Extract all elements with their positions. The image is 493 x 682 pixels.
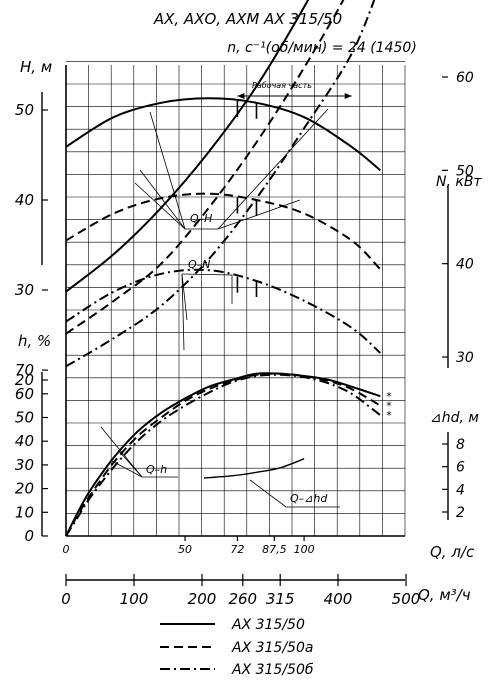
qn-leader (181, 273, 185, 351)
eta-tick-label: 20 (15, 480, 34, 498)
eta-tick-label: 50 (15, 409, 34, 427)
eta-tick-label: 70 (15, 361, 34, 379)
q-m3h-tick-label: 500 (392, 590, 421, 608)
eta-end-marker: * (386, 400, 392, 413)
n-axis-label: N, кВт (436, 174, 482, 190)
h-tick-label: 50 (15, 101, 34, 119)
h-tick-label: 30 (15, 281, 34, 299)
n-tick-label: 40 (456, 257, 474, 273)
qh-curve (65, 97, 381, 172)
qh-curve-label: Q–H (190, 212, 212, 225)
legend: АХ 315/50 АХ 315/50а АХ 315/50б (160, 617, 314, 678)
qh-leader (139, 169, 186, 230)
qh-curve (65, 192, 382, 271)
qn-leader (181, 273, 188, 321)
chart-ticks: 2030405001020304050607030405060708090246… (15, 70, 474, 608)
q-ls-tick-label: 100 (294, 543, 315, 556)
qh-leader (134, 182, 186, 230)
eta-tick-label: 60 (15, 385, 34, 403)
hd-tick-label: 6 (456, 460, 465, 476)
eta-axis-label: h, % (18, 332, 51, 350)
qeta-leader (109, 459, 143, 478)
hd-tick-label: 2 (456, 505, 465, 521)
q-m3h-axis-label: Q, м³/ч (418, 586, 471, 604)
qn-curve (65, 0, 310, 293)
qeta-curve (65, 373, 381, 537)
h-axis-label: H, м (20, 58, 52, 76)
qhd-curve (204, 458, 305, 479)
eta-end-marker: * (386, 409, 392, 422)
n-tick-label: 30 (456, 350, 474, 366)
hd-tick-label: 4 (456, 482, 465, 498)
n-tick-label: 60 (456, 70, 474, 86)
qeta-curve (65, 372, 381, 537)
h-tick-label: 20 (15, 371, 34, 389)
legend-label-3: АХ 315/50б (231, 662, 314, 678)
qhd-curve-label: Q–⊿hd (290, 492, 328, 505)
hd-tick-label: 8 (456, 437, 465, 453)
q-m3h-tick-label: 100 (120, 590, 149, 608)
q-m3h-tick-label: 260 (228, 590, 257, 608)
eta-tick-label: 10 (15, 503, 34, 521)
eta-tick-label: 30 (15, 456, 34, 474)
q-m3h-tick-label: 200 (188, 590, 217, 608)
qh-leader (217, 108, 329, 230)
q-ls-tick-label: 50 (178, 543, 192, 556)
q-ls-axis-label: Q, л/с (430, 543, 475, 561)
chart-curves: ****** (65, 0, 392, 537)
q-m3h-tick-label: 0 (61, 590, 71, 608)
qeta-curve-label: Q–h (146, 463, 167, 476)
chart-title: АХ, АХО, АХМ АХ 315/50 (153, 10, 342, 28)
qeta-curve (65, 372, 381, 537)
q-m3h-tick-label: 400 (324, 590, 353, 608)
chart-axes (41, 65, 449, 581)
chart-subtitle: n, с⁻¹(об/мин) = 24 (1450) (227, 40, 417, 56)
eta-end-marker: * (386, 390, 392, 403)
qn-curve-label: Q–N (188, 258, 210, 271)
qeta-leader (117, 449, 143, 478)
qn-leader (181, 273, 233, 304)
q-ls-tick-label: 87,5 (262, 543, 287, 556)
eta-tick-label: 40 (15, 432, 34, 450)
work-zone-arrowhead-left (237, 93, 245, 99)
qn-curve (65, 0, 376, 368)
q-ls-tick-label: 72 (230, 543, 244, 556)
qh-curve (65, 268, 381, 354)
n-tick-label: 50 (456, 163, 474, 179)
legend-label-2: АХ 315/50а (231, 640, 313, 656)
qh-leader (217, 199, 301, 230)
qn-curve (65, 0, 345, 335)
q-m3h-tick-label: 315 (266, 590, 295, 608)
work-zone-arrowhead-right (344, 93, 352, 99)
h-tick-label: 40 (15, 191, 34, 209)
qhd-leader (249, 479, 340, 508)
hd-axis-label: ⊿hd, м (430, 410, 479, 426)
legend-label-1: АХ 315/50 (231, 617, 305, 633)
q-ls-tick-label: 0 (63, 543, 70, 556)
eta-tick-label: 0 (24, 527, 34, 545)
work-zone-label: Рабочая часть (252, 81, 312, 90)
